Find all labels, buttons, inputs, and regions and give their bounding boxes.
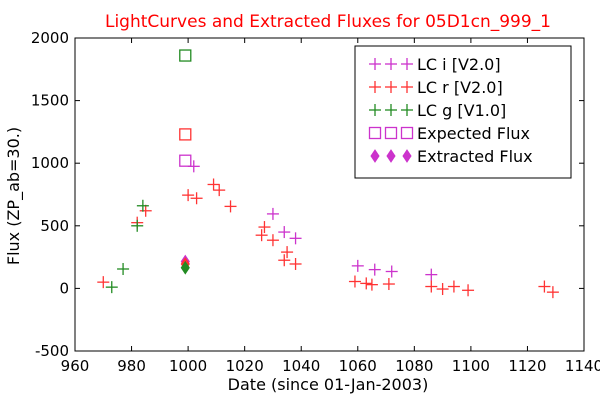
data-point [447, 280, 460, 293]
legend-label: LC i [V2.0] [417, 55, 501, 74]
x-axis-label: Date (since 01-Jan-2003) [228, 375, 429, 394]
legend-marker [384, 126, 398, 140]
data-point [382, 278, 395, 291]
legend-label: Extracted Flux [417, 147, 533, 166]
data-marks [97, 49, 559, 299]
data-point [348, 275, 361, 288]
legend-marker [368, 126, 382, 140]
data-point [360, 277, 373, 290]
data-point [546, 286, 559, 299]
legend-marker [385, 58, 397, 70]
data-point [105, 281, 118, 294]
data-point [136, 199, 149, 212]
data-point [425, 268, 438, 281]
legend-marker [369, 104, 381, 116]
y-tick-label: 500 [40, 217, 69, 235]
data-point [462, 284, 475, 297]
legend-label: LC g [V1.0] [417, 101, 506, 120]
legend: LC i [V2.0] LC r [V2.0] LC g [V1.0] Expecte… [354, 45, 572, 179]
legend-marker [400, 126, 414, 140]
y-tick-label: 0 [59, 279, 69, 297]
data-point [190, 192, 203, 205]
x-tick-label: 980 [117, 357, 146, 375]
legend-marker [386, 149, 396, 163]
data-point [266, 234, 279, 247]
x-tick-label: 1060 [339, 357, 377, 375]
legend-marker [369, 81, 381, 93]
x-tick-label: 1100 [452, 357, 490, 375]
legend-marker [401, 104, 413, 116]
legend-marker [401, 81, 413, 93]
legend-label: Expected Flux [417, 124, 530, 143]
expected-flux-marker [179, 128, 192, 141]
legend-marker [369, 58, 381, 70]
legend-marker [385, 81, 397, 93]
data-point [213, 184, 226, 197]
y-tick-label: 2000 [31, 29, 69, 47]
x-tick-label: 1000 [169, 357, 207, 375]
data-point [258, 221, 271, 234]
data-point [289, 232, 302, 245]
data-point [289, 257, 302, 270]
data-point [425, 280, 438, 293]
legend-label: LC r [V2.0] [417, 78, 503, 97]
data-point [182, 189, 195, 202]
data-point [365, 278, 378, 291]
y-tick-label: 1500 [31, 92, 69, 110]
data-point [281, 246, 294, 259]
data-point [351, 259, 364, 272]
legend-marker [385, 104, 397, 116]
data-point [385, 265, 398, 278]
data-point [266, 207, 279, 220]
data-point [436, 283, 449, 296]
x-tick-label: 960 [61, 357, 90, 375]
x-tick-label: 1020 [226, 357, 264, 375]
data-point [278, 226, 291, 239]
expected-flux-marker [179, 49, 192, 62]
legend-marker [402, 149, 412, 163]
data-point [255, 229, 268, 242]
x-tick-label: 1080 [395, 357, 433, 375]
legend-marker [370, 149, 380, 163]
data-point [224, 200, 237, 213]
x-tick-label: 1040 [282, 357, 320, 375]
x-tick-label: 1140 [565, 357, 600, 375]
data-point [538, 280, 551, 293]
y-axis-label: Flux (ZP_ab=30.) [4, 127, 24, 265]
legend-marker [401, 58, 413, 70]
extracted-flux-marker [180, 260, 190, 275]
y-tick-label: 1000 [31, 154, 69, 172]
y-tick-label: -500 [35, 342, 69, 360]
data-point [131, 219, 144, 232]
data-point [139, 204, 152, 217]
axis-ticks: 960 980 1000 1020 1040 1060 1080 1100 1120 1140 -5… [31, 29, 600, 375]
expected-flux-marker [179, 154, 192, 167]
data-point [117, 262, 130, 275]
data-point [278, 254, 291, 267]
data-point [368, 263, 381, 276]
x-tick-label: 1120 [508, 357, 546, 375]
chart-title: LightCurves and Extracted Fluxes for 05D… [105, 12, 551, 32]
data-point [207, 178, 220, 191]
data-point [97, 276, 110, 289]
